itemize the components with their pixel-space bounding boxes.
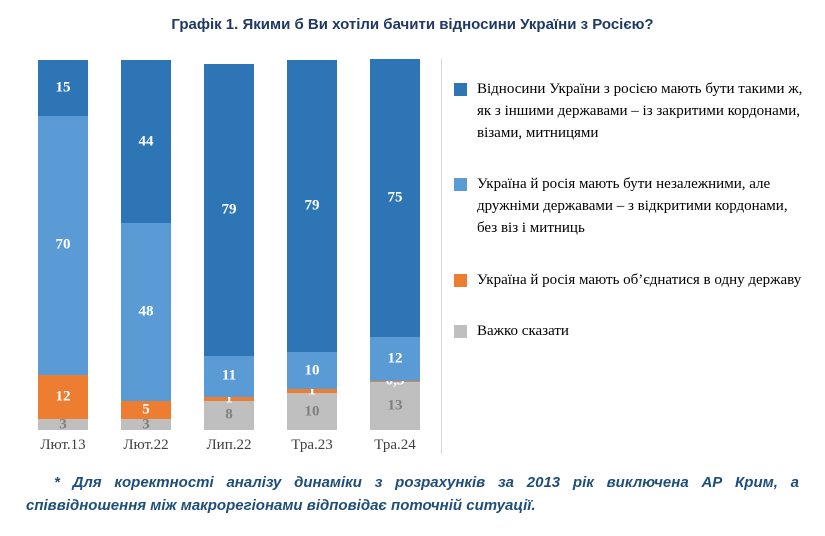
legend-swatch-icon — [454, 83, 467, 96]
legend-item: Важко сказати — [454, 321, 811, 343]
value-label: 48 — [138, 303, 154, 320]
legend-label: Україна й росія мають об’єднатися в одну… — [477, 271, 802, 288]
bar-segment: 10 — [287, 393, 337, 431]
bar-column: 8 1 11 79 Лип.22 — [204, 63, 254, 454]
bar-segment: 12 — [370, 336, 420, 381]
value-label: 79 — [221, 201, 237, 218]
value-label: 12 — [387, 350, 403, 367]
bar-segment: 8 — [204, 400, 254, 431]
chart-title: Графік 1. Якими б Ви хотіли бачити відно… — [171, 16, 654, 33]
legend-item: Україна й росія мають бути незалежними, … — [454, 174, 811, 239]
bar-segment: 3 — [38, 416, 88, 433]
value-label: 10 — [304, 362, 320, 379]
bar-segment: 48 — [121, 222, 171, 401]
bar-segment: 0,3 — [370, 373, 420, 388]
legend-swatch-icon — [454, 273, 467, 287]
value-label: 3 — [59, 416, 67, 433]
value-label: 10 — [304, 403, 320, 420]
bar-column: 3 5 48 44 Лют.22 — [121, 60, 171, 454]
bar-segment: 79 — [287, 60, 337, 353]
bar-segment: 12 — [38, 374, 88, 419]
bar-segment: 11 — [204, 356, 254, 397]
bar-segment: 15 — [38, 60, 88, 116]
value-label: 15 — [55, 79, 71, 96]
bar-column: 13 0,3 12 75 Тра.24 — [370, 59, 420, 454]
bar-segment: 44 — [121, 60, 171, 223]
value-label: 12 — [55, 388, 71, 405]
category-label: Лют.13 — [40, 437, 86, 454]
stacked-bar: 8 1 11 79 — [204, 63, 254, 431]
category-label: Лют.22 — [123, 437, 169, 454]
bar-segment: 3 — [121, 416, 171, 433]
value-label: 1 — [225, 390, 233, 407]
legend-swatch-icon — [454, 178, 467, 192]
stacked-bar: 3 12 70 15 — [38, 60, 88, 433]
bars: 3 12 70 15 Лют.13 3 5 48 44 Лют.22 8 1 11 79 Лип.22 10 1… — [38, 59, 441, 454]
value-label: 1 — [308, 382, 316, 399]
legend-label: Відносини України з росією мають бути та… — [477, 81, 803, 141]
value-label: 44 — [138, 133, 154, 149]
stacked-bar: 10 1 10 79 — [287, 60, 337, 431]
category-label: Тра.24 — [374, 437, 416, 454]
legend-item: Відносини України з росією мають бути та… — [454, 79, 811, 144]
bar-segment: 75 — [370, 59, 420, 337]
bar-segment: 13 — [370, 382, 420, 431]
bar-segment: 5 — [121, 400, 171, 419]
bar-segment: 79 — [204, 63, 254, 357]
legend-swatch-icon — [454, 325, 467, 339]
legend: Відносини України з росією мають бути та… — [442, 59, 811, 454]
value-label: 5 — [142, 401, 150, 418]
value-label: 70 — [55, 236, 71, 253]
footnote: * Для коректності аналізу динаміки з роз… — [26, 474, 799, 514]
category-label: Тра.23 — [291, 437, 333, 454]
legend-item: Україна й росія мають об’єднатися в одну… — [454, 270, 811, 292]
bar-segment: 10 — [287, 352, 337, 390]
value-label: 8 — [225, 406, 233, 423]
category-label: Лип.22 — [206, 437, 252, 454]
bar-segment: 1 — [287, 383, 337, 398]
plot-area: 3 12 70 15 Лют.13 3 5 48 44 Лют.22 8 1 11 79 Лип.22 10 1… — [14, 59, 442, 455]
value-label: 11 — [221, 367, 237, 384]
value-label: 75 — [387, 189, 403, 206]
bar-column: 3 12 70 15 Лют.13 — [38, 60, 88, 454]
stacked-bar: 13 0,3 12 75 — [370, 59, 420, 431]
bar-segment: 70 — [38, 115, 88, 375]
legend-label: Важко сказати — [477, 323, 569, 340]
bar-column: 10 1 10 79 Тра.23 — [287, 60, 337, 454]
legend-label: Україна й росія мають бути незалежними, … — [477, 176, 788, 236]
stacked-bar: 3 5 48 44 — [121, 60, 171, 433]
chart-area: 3 12 70 15 Лют.13 3 5 48 44 Лют.22 8 1 11 79 Лип.22 10 1… — [14, 59, 811, 455]
value-label: 13 — [387, 397, 403, 414]
value-label: 3 — [142, 416, 150, 433]
value-label: 79 — [304, 197, 320, 214]
bar-segment: 1 — [204, 391, 254, 406]
